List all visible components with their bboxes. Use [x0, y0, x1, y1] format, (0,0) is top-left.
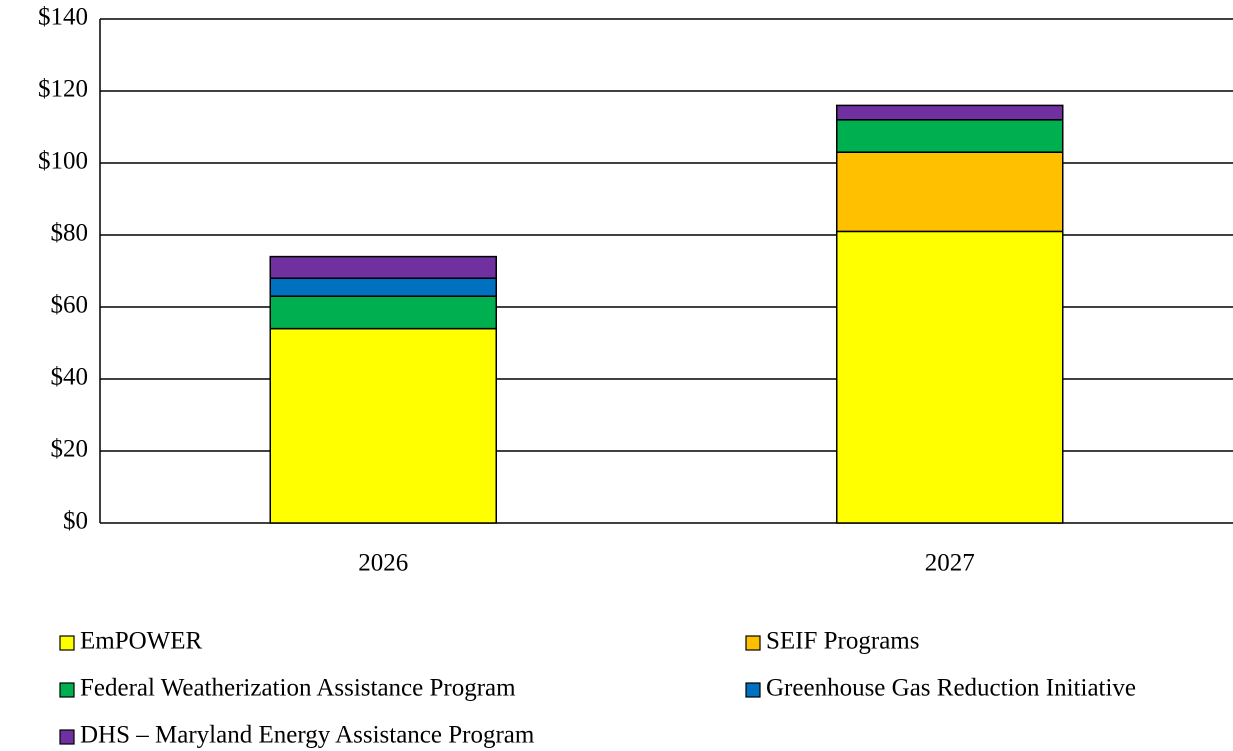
y-tick-label: $100: [38, 148, 88, 175]
legend-swatch: [59, 682, 75, 698]
bar-segment: [836, 104, 1064, 121]
legend-label: EmPOWER: [80, 628, 203, 655]
bar-segment: [836, 151, 1064, 233]
bar-segment: [269, 277, 497, 297]
bar-segment: [269, 255, 497, 279]
legend-label: Greenhouse Gas Reduction Initiative: [766, 675, 1136, 702]
y-tick-label: $20: [51, 436, 89, 463]
y-tick-label: $140: [38, 4, 88, 31]
y-tick-label: $120: [38, 76, 88, 103]
legend-swatch: [745, 635, 761, 651]
bar-segment: [836, 119, 1064, 153]
legend-label: Federal Weatherization Assistance Progra…: [80, 675, 516, 702]
x-tick-label: 2026: [358, 550, 408, 577]
y-tick-label: $60: [51, 292, 89, 319]
legend-label: SEIF Programs: [766, 628, 919, 655]
legend-swatch: [59, 635, 75, 651]
x-tick-label: 2027: [925, 550, 975, 577]
bar-segment: [836, 230, 1064, 524]
legend-swatch: [59, 729, 75, 745]
legend-label: DHS – Maryland Energy Assistance Program: [80, 722, 535, 749]
y-tick-label: $80: [51, 220, 89, 247]
y-tick-label: $0: [63, 508, 88, 535]
legend-swatch: [745, 682, 761, 698]
bar-segment: [269, 327, 497, 524]
bar-segment: [269, 295, 497, 330]
y-tick-label: $40: [51, 364, 89, 391]
